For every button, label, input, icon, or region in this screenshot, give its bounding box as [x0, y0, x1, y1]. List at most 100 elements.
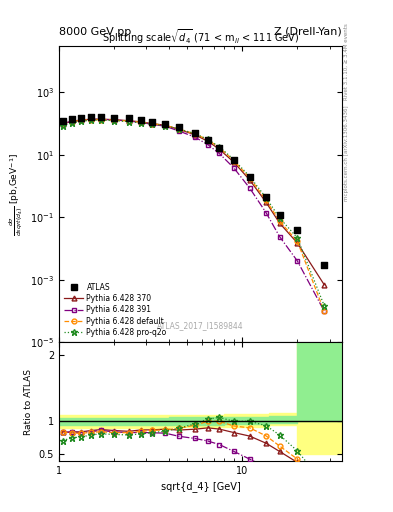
Pythia 6.428 default [217, 144, 222, 151]
Pythia 6.428 391 [295, 258, 300, 264]
Pythia 6.428 370 [149, 120, 154, 126]
Pythia 6.428 default [70, 119, 75, 125]
Pythia 6.428 391 [149, 121, 154, 127]
ATLAS [231, 156, 237, 164]
Pythia 6.428 370 [192, 132, 197, 138]
ATLAS [88, 113, 94, 121]
Text: ATLAS_2017_I1589844: ATLAS_2017_I1589844 [157, 322, 244, 330]
Pythia 6.428 391 [126, 118, 131, 124]
Pythia 6.428 370 [277, 220, 282, 226]
Pythia 6.428 default [126, 118, 131, 124]
Pythia 6.428 pro-q2o [295, 235, 300, 241]
Pythia 6.428 default [192, 131, 197, 137]
Pythia 6.428 370 [217, 146, 222, 153]
Pythia 6.428 370 [322, 282, 327, 288]
Pythia 6.428 370 [139, 119, 143, 125]
Pythia 6.428 pro-q2o [176, 126, 181, 132]
ATLAS [191, 129, 198, 137]
ATLAS [216, 143, 222, 152]
Pythia 6.428 391 [70, 118, 75, 124]
Pythia 6.428 370 [70, 118, 75, 124]
Pythia 6.428 391 [206, 142, 210, 148]
Pythia 6.428 default [163, 122, 167, 129]
Title: Splitting scale$\sqrt{d_4}$ (71 < m$_{ll}$ < 111 GeV): Splitting scale$\sqrt{d_4}$ (71 < m$_{ll… [102, 27, 299, 46]
Pythia 6.428 pro-q2o [206, 136, 210, 142]
Pythia 6.428 default [295, 238, 300, 244]
Pythia 6.428 default [61, 120, 65, 126]
Text: Rivet 3.1.10, ≥ 3.4M events: Rivet 3.1.10, ≥ 3.4M events [344, 23, 349, 100]
Pythia 6.428 pro-q2o [217, 144, 222, 150]
Pythia 6.428 default [206, 137, 210, 143]
ATLAS [321, 261, 327, 269]
Text: 8000 GeV pp: 8000 GeV pp [59, 27, 131, 37]
Pythia 6.428 370 [163, 122, 167, 129]
Pythia 6.428 370 [79, 117, 83, 123]
Pythia 6.428 pro-q2o [112, 118, 116, 124]
Pythia 6.428 391 [89, 116, 94, 122]
Pythia 6.428 default [99, 117, 103, 123]
Pythia 6.428 pro-q2o [139, 120, 143, 126]
ATLAS [60, 117, 66, 125]
ATLAS [205, 136, 211, 144]
Text: mcplots.cern.ch [arXiv:1306.3436]: mcplots.cern.ch [arXiv:1306.3436] [344, 106, 349, 201]
Pythia 6.428 391 [79, 117, 83, 123]
Pythia 6.428 pro-q2o [192, 131, 197, 137]
Pythia 6.428 default [264, 197, 268, 203]
Pythia 6.428 391 [163, 123, 167, 129]
Pythia 6.428 default [248, 175, 252, 181]
Legend: ATLAS, Pythia 6.428 370, Pythia 6.428 391, Pythia 6.428 default, Pythia 6.428 pr: ATLAS, Pythia 6.428 370, Pythia 6.428 39… [63, 281, 168, 338]
ATLAS [149, 118, 155, 126]
Pythia 6.428 391 [277, 233, 282, 240]
ATLAS [176, 123, 182, 132]
Pythia 6.428 pro-q2o [277, 215, 282, 221]
Pythia 6.428 370 [61, 120, 65, 126]
Pythia 6.428 391 [248, 185, 252, 191]
ATLAS [78, 114, 84, 122]
Pythia 6.428 370 [248, 177, 252, 183]
ATLAS [162, 119, 168, 127]
Pythia 6.428 391 [61, 120, 65, 126]
Y-axis label: Ratio to ATLAS: Ratio to ATLAS [24, 369, 33, 435]
Pythia 6.428 default [231, 158, 236, 164]
Pythia 6.428 391 [192, 134, 197, 140]
X-axis label: sqrt{d_4} [GeV]: sqrt{d_4} [GeV] [161, 481, 240, 492]
Pythia 6.428 default [112, 117, 116, 123]
Pythia 6.428 pro-q2o [79, 118, 83, 124]
Pythia 6.428 pro-q2o [231, 157, 236, 163]
Pythia 6.428 370 [295, 240, 300, 246]
Pythia 6.428 pro-q2o [99, 117, 103, 123]
Pythia 6.428 pro-q2o [61, 123, 65, 129]
Pythia 6.428 370 [126, 118, 131, 124]
ATLAS [138, 116, 144, 124]
Line: Pythia 6.428 370: Pythia 6.428 370 [61, 117, 327, 287]
Pythia 6.428 pro-q2o [248, 174, 252, 180]
Pythia 6.428 391 [139, 119, 143, 125]
Pythia 6.428 default [176, 126, 181, 132]
Pythia 6.428 default [149, 120, 154, 126]
Pythia 6.428 default [322, 308, 327, 314]
Pythia 6.428 391 [264, 209, 268, 216]
ATLAS [263, 193, 269, 201]
Pythia 6.428 pro-q2o [149, 121, 154, 127]
Pythia 6.428 default [79, 117, 83, 123]
Pythia 6.428 370 [206, 138, 210, 144]
Line: Pythia 6.428 391: Pythia 6.428 391 [61, 117, 327, 313]
Pythia 6.428 370 [99, 116, 103, 122]
ATLAS [98, 113, 104, 121]
ATLAS [111, 114, 117, 122]
Pythia 6.428 391 [176, 128, 181, 134]
Pythia 6.428 pro-q2o [89, 117, 94, 123]
ATLAS [276, 211, 283, 219]
Pythia 6.428 391 [322, 308, 327, 314]
Pythia 6.428 370 [176, 126, 181, 133]
Text: Z (Drell-Yan): Z (Drell-Yan) [274, 27, 342, 37]
Pythia 6.428 370 [89, 116, 94, 122]
Line: Pythia 6.428 default: Pythia 6.428 default [61, 117, 327, 313]
Pythia 6.428 default [139, 119, 143, 125]
Pythia 6.428 391 [112, 117, 116, 123]
Pythia 6.428 391 [217, 151, 222, 157]
ATLAS [247, 173, 253, 181]
Pythia 6.428 391 [99, 116, 103, 122]
Pythia 6.428 default [89, 117, 94, 123]
Pythia 6.428 pro-q2o [322, 303, 327, 309]
